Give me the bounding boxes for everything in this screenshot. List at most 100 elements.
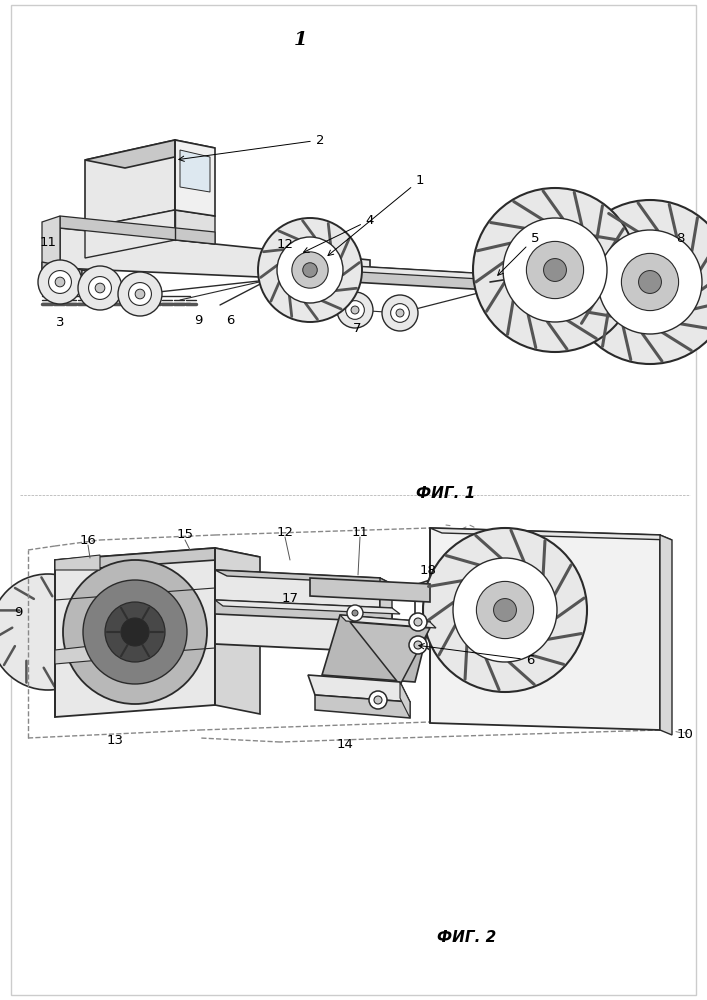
Circle shape (568, 200, 707, 364)
Circle shape (503, 218, 607, 322)
Polygon shape (55, 555, 100, 570)
Polygon shape (175, 140, 215, 216)
Polygon shape (380, 578, 392, 658)
Circle shape (49, 271, 71, 293)
Polygon shape (315, 695, 410, 718)
Polygon shape (310, 578, 430, 602)
Circle shape (473, 188, 637, 352)
Circle shape (414, 641, 422, 649)
Polygon shape (215, 600, 392, 622)
Circle shape (121, 618, 149, 646)
Circle shape (527, 241, 583, 299)
Polygon shape (268, 250, 328, 258)
Circle shape (352, 610, 358, 616)
Polygon shape (180, 150, 210, 192)
Polygon shape (430, 528, 660, 730)
Polygon shape (82, 270, 105, 288)
Circle shape (391, 304, 409, 322)
Circle shape (369, 691, 387, 709)
Circle shape (303, 263, 317, 277)
Text: 17: 17 (281, 591, 298, 604)
Text: 6: 6 (419, 644, 534, 666)
Circle shape (621, 253, 679, 311)
Polygon shape (55, 645, 100, 664)
Polygon shape (55, 548, 215, 717)
Polygon shape (42, 216, 60, 274)
Circle shape (423, 528, 587, 692)
Circle shape (347, 605, 363, 621)
Circle shape (0, 574, 106, 690)
Polygon shape (350, 622, 430, 685)
Circle shape (95, 283, 105, 293)
Polygon shape (308, 675, 410, 702)
Polygon shape (85, 140, 215, 168)
Circle shape (477, 581, 534, 639)
Text: ФИГ. 2: ФИГ. 2 (437, 930, 496, 946)
Circle shape (374, 696, 382, 704)
Polygon shape (322, 615, 430, 682)
Circle shape (88, 277, 112, 299)
Circle shape (409, 636, 427, 654)
Text: 4: 4 (303, 214, 374, 252)
Text: 2: 2 (179, 133, 325, 161)
Text: 13: 13 (107, 734, 124, 746)
Circle shape (638, 271, 662, 293)
Text: 15: 15 (177, 528, 194, 542)
Text: 12: 12 (276, 237, 293, 250)
Polygon shape (490, 274, 498, 296)
Circle shape (38, 260, 82, 304)
Polygon shape (175, 210, 215, 244)
Polygon shape (85, 210, 175, 258)
Circle shape (129, 283, 151, 305)
Polygon shape (400, 682, 410, 718)
Circle shape (493, 599, 516, 621)
Polygon shape (60, 216, 215, 244)
Circle shape (346, 301, 364, 319)
Polygon shape (215, 570, 392, 584)
Circle shape (337, 292, 373, 328)
Polygon shape (55, 548, 260, 568)
Polygon shape (282, 262, 498, 280)
Circle shape (292, 252, 328, 288)
Circle shape (382, 295, 418, 331)
Text: 12: 12 (276, 526, 293, 538)
Text: 9: 9 (14, 605, 22, 618)
Circle shape (105, 602, 165, 662)
Polygon shape (215, 548, 260, 714)
Circle shape (55, 277, 65, 287)
Polygon shape (320, 252, 328, 288)
Polygon shape (268, 250, 320, 282)
Circle shape (544, 259, 566, 281)
Circle shape (118, 272, 162, 316)
Circle shape (414, 618, 422, 626)
Polygon shape (660, 535, 672, 735)
Circle shape (277, 237, 343, 303)
Polygon shape (340, 615, 436, 628)
Text: 9: 9 (194, 314, 202, 328)
Polygon shape (85, 140, 175, 228)
Circle shape (598, 230, 702, 334)
Text: ФИГ. 1: ФИГ. 1 (416, 487, 475, 502)
Text: 11: 11 (351, 526, 368, 538)
Circle shape (409, 613, 427, 631)
Text: 1: 1 (293, 31, 308, 49)
Polygon shape (282, 262, 490, 290)
Circle shape (135, 289, 145, 299)
Polygon shape (42, 262, 82, 282)
Text: 16: 16 (80, 534, 96, 546)
Text: 14: 14 (337, 738, 354, 750)
Circle shape (63, 560, 207, 704)
Text: 8: 8 (676, 232, 684, 244)
Circle shape (78, 266, 122, 310)
Circle shape (258, 218, 362, 322)
Circle shape (351, 306, 359, 314)
Text: 1: 1 (328, 174, 424, 256)
Text: 7: 7 (353, 322, 361, 334)
Text: 3: 3 (56, 316, 64, 328)
Circle shape (396, 309, 404, 317)
Polygon shape (215, 570, 380, 652)
Polygon shape (430, 528, 672, 540)
Text: 6: 6 (226, 314, 234, 328)
Polygon shape (60, 228, 370, 282)
Text: 5: 5 (498, 232, 539, 275)
